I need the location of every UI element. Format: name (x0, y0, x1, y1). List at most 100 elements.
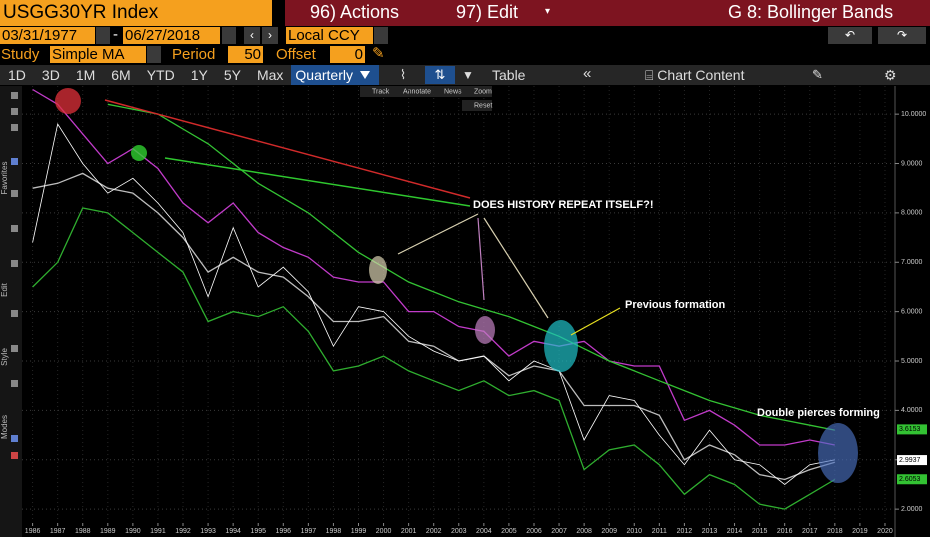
x-tick-label: 2015 (752, 528, 768, 535)
date-separator: - (113, 26, 118, 43)
range-tab[interactable]: 5Y (223, 67, 241, 83)
chart-type-icon[interactable]: ⌇ (399, 67, 407, 82)
start-date[interactable]: 03/31/1977 (0, 27, 95, 44)
study-select[interactable]: Simple MA (50, 46, 146, 63)
offset-label: Offset (276, 46, 316, 63)
page-title: G 8: Bollinger Bands (728, 2, 894, 22)
chart-content-button[interactable]: ⌸ Chart Content (645, 67, 745, 83)
x-tick-label: 1997 (301, 528, 317, 535)
x-tick-label: 1991 (150, 528, 166, 535)
x-tick-label: 2020 (877, 528, 893, 535)
dropdown-arrow[interactable]: ▼ (462, 68, 474, 82)
calendar-button[interactable] (222, 27, 236, 44)
tool-icon[interactable] (11, 108, 18, 115)
x-tick-label: 2007 (551, 528, 567, 535)
sidebar-label: Favorites (0, 162, 9, 195)
x-tick-label: 2018 (827, 528, 843, 535)
x-tick-label: 2006 (526, 528, 542, 535)
annotation: Double pierces forming (757, 407, 880, 419)
x-tick-label: 2014 (727, 528, 743, 535)
undo-button[interactable]: ↶ (828, 27, 872, 44)
redo-button[interactable]: ↷ (878, 27, 926, 44)
arrow (570, 307, 621, 336)
y-tick-label: 5.0000 (901, 358, 923, 365)
table-button[interactable]: Table (492, 67, 526, 83)
arrow (164, 157, 471, 207)
x-tick-label: 1993 (200, 528, 216, 535)
tool-icon[interactable] (11, 225, 18, 232)
x-tick-label: 1994 (225, 528, 241, 535)
tab-bar (0, 65, 930, 85)
tool-icon[interactable] (11, 345, 18, 352)
y-tick-label: 10.0000 (901, 111, 926, 118)
series-line (32, 88, 835, 446)
tool-zoom[interactable]: Zoom (474, 88, 492, 95)
x-tick-label: 2013 (702, 528, 718, 535)
edit-icon[interactable]: ✎ (812, 67, 823, 82)
range-tab[interactable]: YTD (146, 67, 175, 83)
x-tick-label: 2000 (376, 528, 392, 535)
dropdown-button[interactable] (374, 27, 388, 44)
collapse-button[interactable]: « (583, 65, 592, 82)
tool-annotate[interactable]: Annotate (403, 88, 431, 95)
currency[interactable]: Local CCY (286, 27, 373, 44)
x-tick-label: 2004 (476, 528, 492, 535)
actions-menu[interactable]: 96) Actions (310, 2, 400, 22)
tool-icon[interactable] (11, 310, 18, 317)
action-bar (285, 0, 930, 26)
dropdown-button[interactable] (147, 46, 161, 63)
x-tick-label: 2009 (601, 528, 617, 535)
x-tick-label: 2016 (777, 528, 793, 535)
x-tick-label: 2012 (677, 528, 693, 535)
prev-button[interactable]: ‹ (244, 27, 260, 44)
x-tick-label: 1988 (75, 528, 91, 535)
end-date[interactable]: 06/27/2018 (123, 27, 220, 44)
next-button[interactable]: › (262, 27, 278, 44)
tool-icon[interactable] (11, 158, 18, 165)
edit-icon[interactable]: ✎ (372, 45, 385, 62)
calendar-button[interactable] (96, 27, 110, 44)
range-tab[interactable]: 1Y (190, 67, 208, 83)
tool-icon[interactable] (11, 435, 18, 442)
tool-icon[interactable] (11, 260, 18, 267)
x-tick-label: 2008 (576, 528, 592, 535)
highlight-circle (369, 256, 387, 284)
sidebar-label: Modes (0, 415, 9, 439)
period-input[interactable]: 50 (228, 46, 263, 63)
tool-icon[interactable] (11, 92, 18, 99)
y-tick-label: 7.0000 (901, 259, 923, 266)
offset-input[interactable]: 0 (330, 46, 365, 63)
arrow (477, 217, 485, 301)
price-tag (897, 424, 927, 435)
x-tick-label: 2002 (426, 528, 442, 535)
tool-reset[interactable]: Reset (474, 102, 492, 109)
y-tick-label: 2.0000 (901, 506, 923, 513)
x-tick-label: 1990 (125, 528, 141, 535)
range-tab[interactable]: Quarterly (291, 65, 379, 85)
x-tick-label: 2019 (852, 528, 868, 535)
range-tab[interactable]: Max (256, 67, 284, 83)
range-tab[interactable]: 1M (75, 67, 96, 83)
tool-icon[interactable] (11, 380, 18, 387)
tool-track[interactable]: Track (372, 88, 390, 95)
range-tab[interactable]: 6M (111, 67, 131, 83)
arrow (104, 99, 471, 199)
price-tag-label: 3.6153 (899, 426, 921, 433)
reset-button[interactable] (462, 100, 492, 111)
x-tick-label: 2003 (451, 528, 467, 535)
tool-icon[interactable] (11, 124, 18, 131)
settings-icon[interactable]: ⚙ (884, 67, 897, 83)
dropdown-arrow (360, 71, 370, 79)
range-tab[interactable]: 1D (8, 67, 26, 83)
arrow (483, 217, 549, 319)
tool-news[interactable]: News (444, 88, 462, 95)
arrow (397, 213, 479, 255)
range-tab[interactable]: 3D (41, 67, 60, 83)
price-tag-label: 2.6053 (899, 476, 921, 483)
tool-icon[interactable] (11, 190, 18, 197)
x-tick-label: 2011 (652, 528, 667, 535)
bar-style-icon[interactable]: ⇅ (425, 66, 455, 84)
y-tick-label: 4.0000 (901, 407, 923, 414)
edit-menu[interactable]: 97) Edit (456, 2, 519, 22)
tool-icon[interactable] (11, 452, 18, 459)
